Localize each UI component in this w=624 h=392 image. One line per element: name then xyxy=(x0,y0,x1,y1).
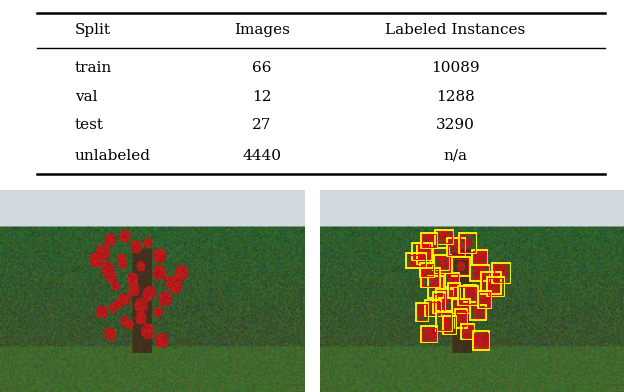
Bar xyxy=(436,231,452,243)
Bar xyxy=(434,294,444,312)
Text: n/a: n/a xyxy=(444,149,467,163)
Bar xyxy=(422,328,436,341)
Text: train: train xyxy=(75,61,112,75)
Text: 27: 27 xyxy=(252,118,272,132)
Bar xyxy=(436,312,452,332)
Bar xyxy=(435,230,454,244)
Text: 1288: 1288 xyxy=(436,90,475,103)
Text: test: test xyxy=(75,118,104,132)
Bar xyxy=(473,251,485,263)
Bar xyxy=(421,268,440,287)
Text: 66: 66 xyxy=(252,61,272,75)
Bar xyxy=(452,299,469,313)
Bar xyxy=(421,326,437,342)
Bar xyxy=(428,276,443,298)
Bar xyxy=(434,255,451,273)
Bar xyxy=(444,317,454,333)
Text: Split: Split xyxy=(75,24,111,37)
Text: 10089: 10089 xyxy=(431,61,480,75)
Bar xyxy=(479,292,490,307)
Text: 12: 12 xyxy=(252,90,272,103)
Bar xyxy=(421,232,437,248)
Bar xyxy=(469,265,489,281)
Bar xyxy=(437,313,451,330)
Bar xyxy=(418,246,429,263)
Text: val: val xyxy=(75,90,97,103)
Bar xyxy=(422,269,439,286)
Bar xyxy=(462,325,473,338)
Bar xyxy=(420,263,434,277)
Bar xyxy=(417,244,431,264)
Bar xyxy=(452,257,469,276)
Bar xyxy=(433,292,446,313)
Bar xyxy=(447,239,464,255)
Bar xyxy=(469,305,485,320)
Bar xyxy=(417,304,427,320)
Bar xyxy=(434,249,447,269)
Bar xyxy=(436,289,454,311)
Bar xyxy=(487,277,504,296)
Bar xyxy=(416,303,428,321)
Bar xyxy=(481,272,500,294)
Bar xyxy=(447,283,461,298)
Bar xyxy=(429,277,442,296)
Bar xyxy=(461,234,475,252)
Bar xyxy=(443,316,456,334)
Bar xyxy=(426,301,440,314)
Bar xyxy=(406,253,426,268)
Bar xyxy=(407,255,425,267)
Bar xyxy=(465,286,475,300)
Bar xyxy=(488,278,503,295)
Bar xyxy=(456,311,466,326)
Bar xyxy=(458,286,477,305)
Bar xyxy=(437,290,452,309)
Bar xyxy=(413,244,431,259)
Bar xyxy=(433,248,449,270)
Bar xyxy=(470,307,484,318)
Bar xyxy=(473,332,489,350)
Bar xyxy=(421,264,433,276)
Text: 4440: 4440 xyxy=(243,149,281,163)
Bar xyxy=(482,273,499,292)
Bar xyxy=(425,300,441,316)
Text: unlabeled: unlabeled xyxy=(75,149,151,163)
Text: Labeled Instances: Labeled Instances xyxy=(386,24,525,37)
Bar xyxy=(472,249,487,264)
Bar xyxy=(435,256,450,272)
Bar xyxy=(474,333,488,348)
Bar xyxy=(492,263,510,283)
Bar xyxy=(459,287,476,304)
Bar xyxy=(447,238,465,256)
Bar xyxy=(470,267,488,279)
Bar xyxy=(454,300,469,312)
Bar xyxy=(446,273,459,287)
Bar xyxy=(422,234,436,247)
Text: Images: Images xyxy=(234,24,290,37)
Bar xyxy=(459,232,476,253)
Bar xyxy=(477,291,491,308)
Bar xyxy=(412,243,432,260)
Bar xyxy=(494,264,509,282)
Bar xyxy=(462,324,474,339)
Bar xyxy=(454,309,467,328)
Text: 3290: 3290 xyxy=(436,118,475,132)
Bar xyxy=(464,285,476,301)
Bar xyxy=(454,259,469,274)
Bar xyxy=(449,285,459,296)
Bar xyxy=(447,274,458,286)
